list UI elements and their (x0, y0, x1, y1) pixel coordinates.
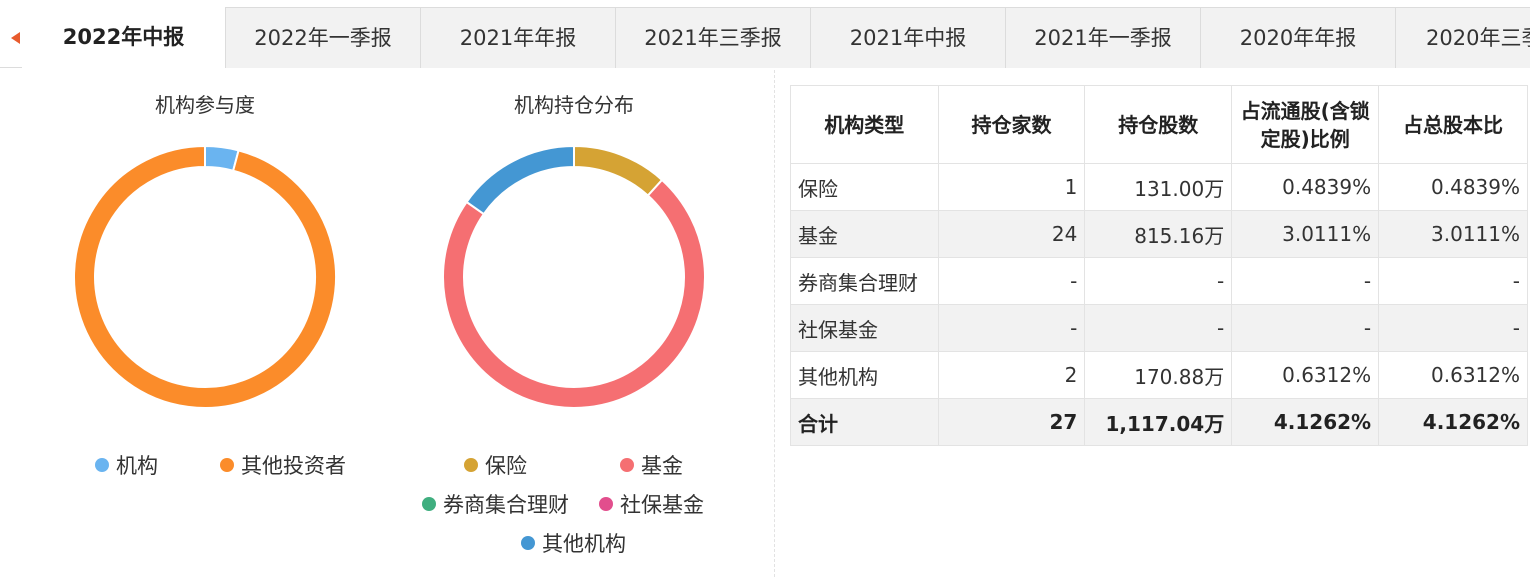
legend-dot-broker (422, 497, 436, 511)
cell-count: 24 (937, 210, 1086, 258)
legend-dot-social-security (599, 497, 613, 511)
cell-type: 其他机构 (790, 351, 939, 399)
donut-slice-1[interactable] (73, 144, 337, 409)
cell-count: 1 (937, 163, 1086, 211)
legend-item-insurance[interactable]: 保险 (464, 450, 527, 480)
cell-shares: 1,117.04万 (1084, 398, 1233, 446)
panel-divider (774, 70, 775, 577)
cell-shares: 131.00万 (1084, 163, 1233, 211)
legend-label-broker: 券商集合理财 (443, 493, 569, 517)
legend-label-other-investors: 其他投资者 (241, 454, 346, 478)
tab-2021-q1[interactable]: 2021年一季报 (1005, 7, 1200, 68)
cell-type: 基金 (790, 210, 939, 258)
tab-2021-q3[interactable]: 2021年三季报 (615, 7, 810, 68)
report-period-tabbar: 2022年中报 2022年一季报 2021年年报 2021年三季报 2021年中… (0, 0, 1530, 69)
cell-total-ratio: 0.4839% (1378, 163, 1528, 211)
header-total-ratio: 占总股本比 (1378, 85, 1528, 164)
cell-total-ratio: 3.0111% (1378, 210, 1528, 258)
header-institution-type: 机构类型 (790, 85, 939, 164)
cell-shares: - (1084, 257, 1233, 305)
cell-type: 合计 (790, 398, 939, 446)
legend-dot-insurance (464, 458, 478, 472)
donut-slice-1[interactable] (442, 178, 706, 409)
legend-item-other-investors[interactable]: 其他投资者 (220, 450, 346, 480)
legend-dot-institution (95, 458, 109, 472)
legend-item-social-security[interactable]: 社保基金 (599, 489, 704, 519)
scroll-left-arrow-icon[interactable] (11, 32, 20, 44)
cell-float-ratio: 3.0111% (1231, 210, 1380, 258)
cell-shares: - (1084, 304, 1233, 352)
cell-count: - (937, 304, 1086, 352)
cell-count: 2 (937, 351, 1086, 399)
participation-chart-title: 机构参与度 (155, 93, 255, 117)
table-row: 券商集合理财 - - - - (790, 257, 1528, 305)
legend-label-social-security: 社保基金 (620, 493, 704, 517)
tab-2021-annual[interactable]: 2021年年报 (420, 7, 615, 68)
cell-total-ratio: 0.6312% (1378, 351, 1528, 399)
legend-item-other-institutions[interactable]: 其他机构 (521, 528, 626, 558)
legend-item-broker[interactable]: 券商集合理财 (422, 489, 569, 519)
table-row: 社保基金 - - - - (790, 304, 1528, 352)
table-row: 其他机构 2 170.88万 0.6312% 0.6312% (790, 351, 1528, 399)
cell-total-ratio: - (1378, 304, 1528, 352)
institution-holdings-table: 机构类型 持仓家数 持仓股数 占流通股(含锁定股)比例 占总股本比 保险 1 1… (790, 85, 1528, 446)
tab-2022-q1[interactable]: 2022年一季报 (225, 7, 420, 68)
legend-label-institution: 机构 (116, 454, 158, 478)
cell-float-ratio: 0.4839% (1231, 163, 1380, 211)
tab-2022-interim[interactable]: 2022年中报 (22, 7, 225, 69)
distribution-chart-title: 机构持仓分布 (514, 93, 634, 117)
cell-type: 社保基金 (790, 304, 939, 352)
cell-count: 27 (937, 398, 1086, 446)
tab-2020-annual[interactable]: 2020年年报 (1200, 7, 1395, 68)
legend-item-fund[interactable]: 基金 (620, 450, 683, 480)
cell-float-ratio: 0.6312% (1231, 351, 1380, 399)
header-shares-held: 持仓股数 (1084, 85, 1233, 164)
tab-2021-interim[interactable]: 2021年中报 (810, 7, 1005, 68)
header-float-ratio: 占流通股(含锁定股)比例 (1231, 85, 1380, 164)
cell-float-ratio: 4.1262% (1231, 398, 1380, 446)
cell-total-ratio: - (1378, 257, 1528, 305)
legend-dot-fund (620, 458, 634, 472)
cell-total-ratio: 4.1262% (1378, 398, 1528, 446)
table-header-row: 机构类型 持仓家数 持仓股数 占流通股(含锁定股)比例 占总股本比 (790, 85, 1528, 164)
cell-shares: 815.16万 (1084, 210, 1233, 258)
legend-label-fund: 基金 (641, 454, 683, 478)
donut-slice-4[interactable] (465, 144, 575, 216)
donut-slice-0[interactable] (573, 144, 664, 197)
table-row: 保险 1 131.00万 0.4839% 0.4839% (790, 163, 1528, 211)
legend-item-institution[interactable]: 机构 (95, 450, 158, 480)
header-holder-count: 持仓家数 (937, 85, 1086, 164)
cell-float-ratio: - (1231, 257, 1380, 305)
cell-count: - (937, 257, 1086, 305)
legend-dot-other-investors (220, 458, 234, 472)
tab-strip: 2022年中报 2022年一季报 2021年年报 2021年三季报 2021年中… (0, 7, 1530, 69)
table-total-row: 合计 27 1,117.04万 4.1262% 4.1262% (790, 398, 1528, 446)
participation-donut-chart (73, 144, 337, 409)
cell-type: 保险 (790, 163, 939, 211)
cell-type: 券商集合理财 (790, 257, 939, 305)
cell-shares: 170.88万 (1084, 351, 1233, 399)
legend-label-insurance: 保险 (485, 454, 527, 478)
distribution-donut-chart (442, 144, 706, 409)
legend-label-other-institutions: 其他机构 (542, 532, 626, 556)
cell-float-ratio: - (1231, 304, 1380, 352)
legend-dot-other-institutions (521, 536, 535, 550)
table-row: 基金 24 815.16万 3.0111% 3.0111% (790, 210, 1528, 258)
tab-2020-q3[interactable]: 2020年三季报 (1395, 7, 1530, 68)
